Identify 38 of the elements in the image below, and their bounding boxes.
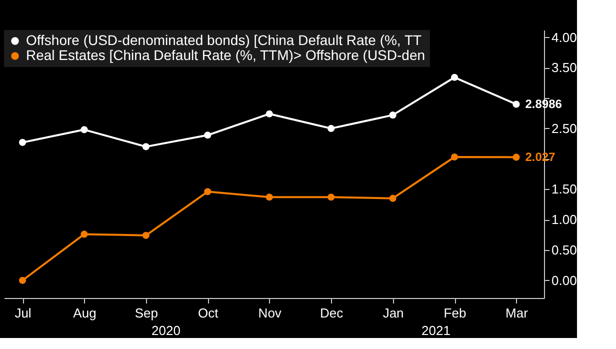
x-tick-label: Oct bbox=[198, 306, 219, 320]
x-tick-label: Jul bbox=[14, 306, 32, 320]
point bbox=[266, 110, 273, 118]
point bbox=[266, 194, 273, 201]
y-tick-label: 3.50 bbox=[552, 60, 577, 76]
point bbox=[389, 194, 396, 202]
x-tick-label: Aug bbox=[73, 306, 96, 320]
legend-label: Offshore (USD-denominated bonds) [China Default Rate (%, TT bbox=[26, 32, 422, 48]
y-tick-label: 2.50 bbox=[552, 120, 577, 136]
point bbox=[450, 153, 458, 161]
y-tick-label: 1.00 bbox=[552, 212, 577, 228]
text: 2020 bbox=[152, 323, 180, 338]
x-tick-label: Dec bbox=[320, 306, 344, 320]
point bbox=[512, 154, 520, 161]
x-tick-label: Jan bbox=[382, 306, 404, 320]
point bbox=[204, 188, 212, 196]
y-tick-label: 4.00 bbox=[552, 30, 577, 45]
point bbox=[80, 230, 88, 238]
point bbox=[389, 112, 396, 119]
point bbox=[18, 276, 26, 284]
y-tick-label: 0.00 bbox=[552, 272, 577, 288]
x-tick-label: Mar bbox=[506, 306, 529, 320]
point bbox=[450, 74, 458, 81]
point bbox=[204, 132, 212, 139]
y-tick-label: 1.50 bbox=[552, 182, 577, 197]
legend-label: Real Estates [China Default Rate (%, TTM)> Offshore (USD-den bbox=[26, 47, 426, 63]
y-tick-label: 0.50 bbox=[552, 242, 577, 258]
point bbox=[18, 138, 26, 146]
point bbox=[80, 126, 88, 134]
x-tick-label: Sep bbox=[134, 306, 158, 320]
point bbox=[328, 124, 335, 132]
point bbox=[142, 143, 150, 150]
x-tick-label: Nov bbox=[258, 306, 282, 320]
text: 2021 bbox=[422, 323, 450, 338]
x-tick-label: Feb bbox=[444, 306, 466, 320]
point bbox=[328, 194, 335, 201]
point bbox=[142, 232, 150, 239]
point bbox=[512, 100, 520, 108]
